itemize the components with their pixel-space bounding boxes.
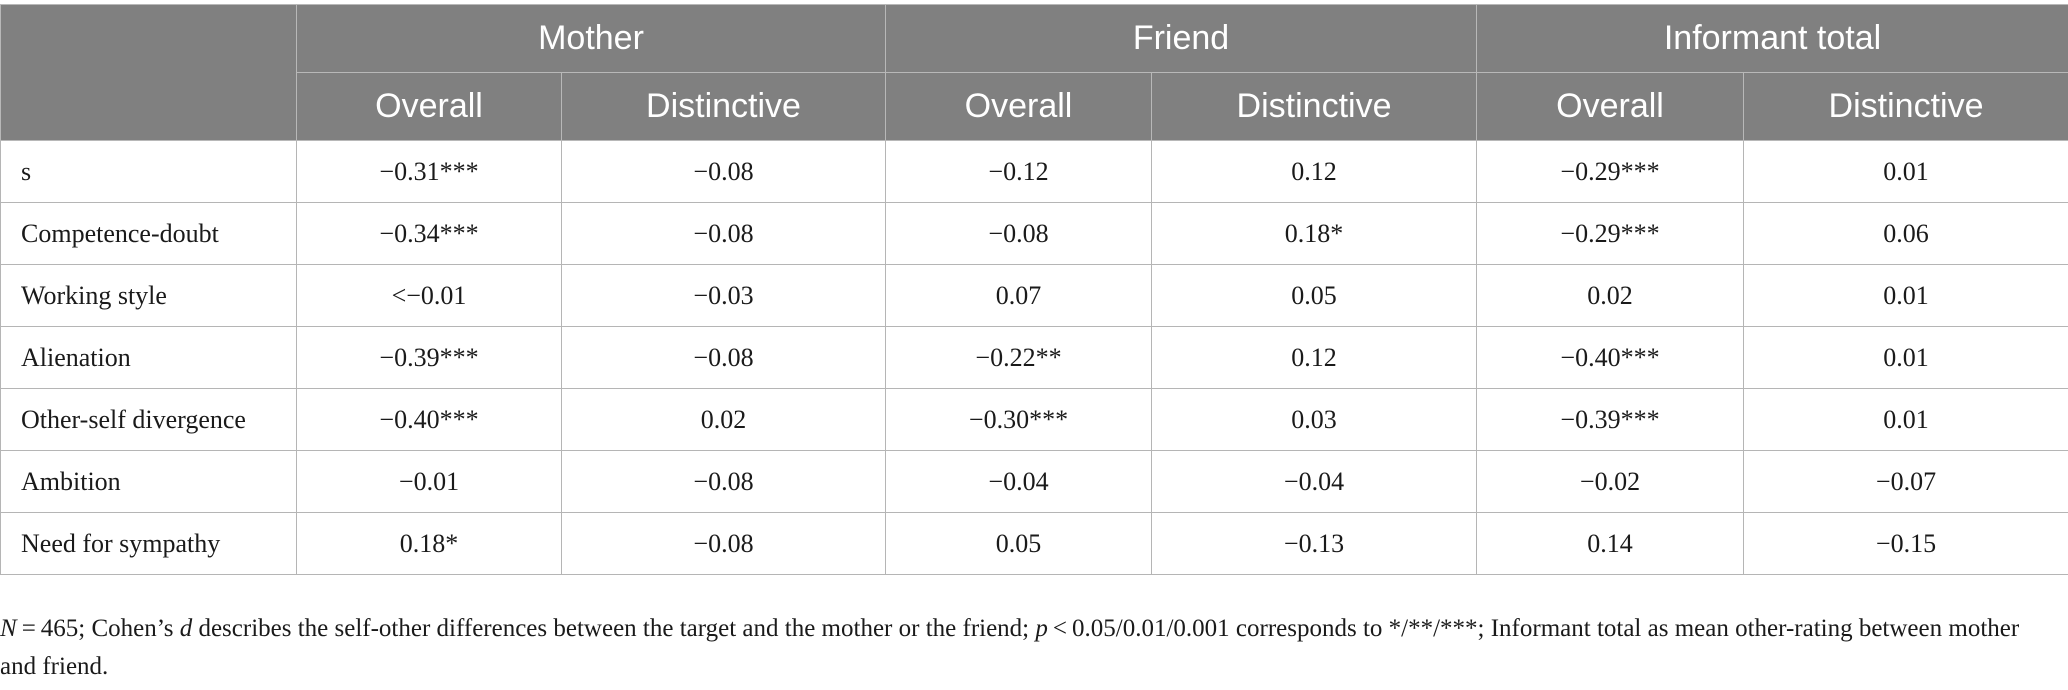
- table-cell: −0.08: [560, 512, 887, 575]
- table-cell: −0.34***: [296, 202, 562, 265]
- table-cell: 0.05: [1151, 264, 1478, 327]
- table-row: Ambition −0.01 −0.08 −0.04 −0.04 −0.02 −…: [0, 450, 2068, 513]
- table-cell: −0.15: [1743, 512, 2068, 575]
- table-row: Working style <−0.01 −0.03 0.07 0.05 0.0…: [0, 264, 2068, 327]
- table-cell: 0.06: [1743, 202, 2068, 265]
- table-cell: −0.30***: [885, 388, 1153, 451]
- row-label: Ambition: [0, 450, 297, 513]
- table-cell: 0.07: [885, 264, 1153, 327]
- table-cell: −0.40***: [296, 388, 562, 451]
- table-cell: −0.22**: [885, 326, 1153, 389]
- table-cell: −0.04: [1151, 450, 1478, 513]
- table-cell: 0.18*: [1151, 202, 1478, 265]
- row-label: Need for sympathy: [0, 512, 297, 575]
- table-cell: 0.01: [1743, 140, 2068, 203]
- row-label: Working style: [0, 264, 297, 327]
- table-cell: 0.14: [1476, 512, 1745, 575]
- footnote-n-symbol: N: [0, 615, 17, 642]
- table-cell: 0.12: [1151, 140, 1478, 203]
- table-cell: 0.12: [1151, 326, 1478, 389]
- table-cell: −0.31***: [296, 140, 562, 203]
- header-corner: [0, 4, 297, 141]
- table-cell: −0.39***: [296, 326, 562, 389]
- table-cell: −0.03: [560, 264, 887, 327]
- row-label: Competence-doubt: [0, 202, 297, 265]
- table-cell: 0.01: [1743, 326, 2068, 389]
- footnote-rest: < 0.05/0.01/0.001 corresponds to */**/**…: [0, 615, 2020, 680]
- sub-header-row: Overall Distinctive Overall Distinctive …: [1, 72, 2068, 141]
- table-cell: −0.40***: [1476, 326, 1745, 389]
- table-cell: −0.01: [296, 450, 562, 513]
- table-cell: −0.08: [560, 450, 887, 513]
- table-cell: 0.01: [1743, 388, 2068, 451]
- table-cell: −0.29***: [1476, 140, 1745, 203]
- table-cell: 0.18*: [296, 512, 562, 575]
- table-footnote: N = 465; Cohen’s d describes the self-ot…: [0, 610, 2060, 686]
- group-header-row: Mother Friend Informant total: [0, 4, 2068, 141]
- table-cell: −0.12: [885, 140, 1153, 203]
- table-row: Alienation −0.39*** −0.08 −0.22** 0.12 −…: [0, 326, 2068, 389]
- table-cell: −0.02: [1476, 450, 1745, 513]
- footnote-p-symbol: p: [1035, 615, 1048, 642]
- table-cell: 0.02: [560, 388, 887, 451]
- table-cell: −0.08: [560, 140, 887, 203]
- sub-header-informant-overall: Overall: [1476, 72, 1745, 141]
- row-label: Alienation: [0, 326, 297, 389]
- sub-header-mother-overall: Overall: [296, 72, 562, 141]
- table-cell: <−0.01: [296, 264, 562, 327]
- table-cell: −0.07: [1743, 450, 2068, 513]
- table-row: Need for sympathy 0.18* −0.08 0.05 −0.13…: [0, 512, 2068, 575]
- table-cell: −0.08: [560, 326, 887, 389]
- table-cell: 0.02: [1476, 264, 1745, 327]
- sub-header-informant-distinctive: Distinctive: [1743, 72, 2068, 141]
- sub-header-friend-overall: Overall: [885, 72, 1153, 141]
- sub-header-friend-distinctive: Distinctive: [1151, 72, 1478, 141]
- table-cell: −0.08: [560, 202, 887, 265]
- table-row: Competence-doubt −0.34*** −0.08 −0.08 0.…: [0, 202, 2068, 265]
- table-row: Other-self divergence −0.40*** 0.02 −0.3…: [0, 388, 2068, 451]
- sub-header-mother-distinctive: Distinctive: [560, 72, 887, 141]
- row-label: Other-self divergence: [0, 388, 297, 451]
- table-cell: −0.04: [885, 450, 1153, 513]
- footnote-n-value: = 465; Cohen’s: [16, 615, 180, 642]
- table-cell: 0.05: [885, 512, 1153, 575]
- footnote-d-symbol: d: [179, 615, 193, 642]
- footnote-middle: describes the self-other differences bet…: [192, 615, 1036, 642]
- group-header-informant-total: Informant total: [1476, 4, 2068, 73]
- table-cell: −0.13: [1151, 512, 1478, 575]
- group-header-mother: Mother: [295, 4, 887, 73]
- group-header-friend: Friend: [885, 4, 1478, 73]
- table-cell: −0.08: [885, 202, 1153, 265]
- table-cell: −0.39***: [1476, 388, 1745, 451]
- table-cell: 0.03: [1151, 388, 1478, 451]
- row-label: s: [0, 140, 297, 203]
- table-cell: −0.29***: [1476, 202, 1745, 265]
- table-cell: 0.01: [1743, 264, 2068, 327]
- table-row: s −0.31*** −0.08 −0.12 0.12 −0.29*** 0.0…: [0, 140, 2068, 203]
- results-table: Mother Friend Informant total Overall Di…: [0, 4, 2068, 575]
